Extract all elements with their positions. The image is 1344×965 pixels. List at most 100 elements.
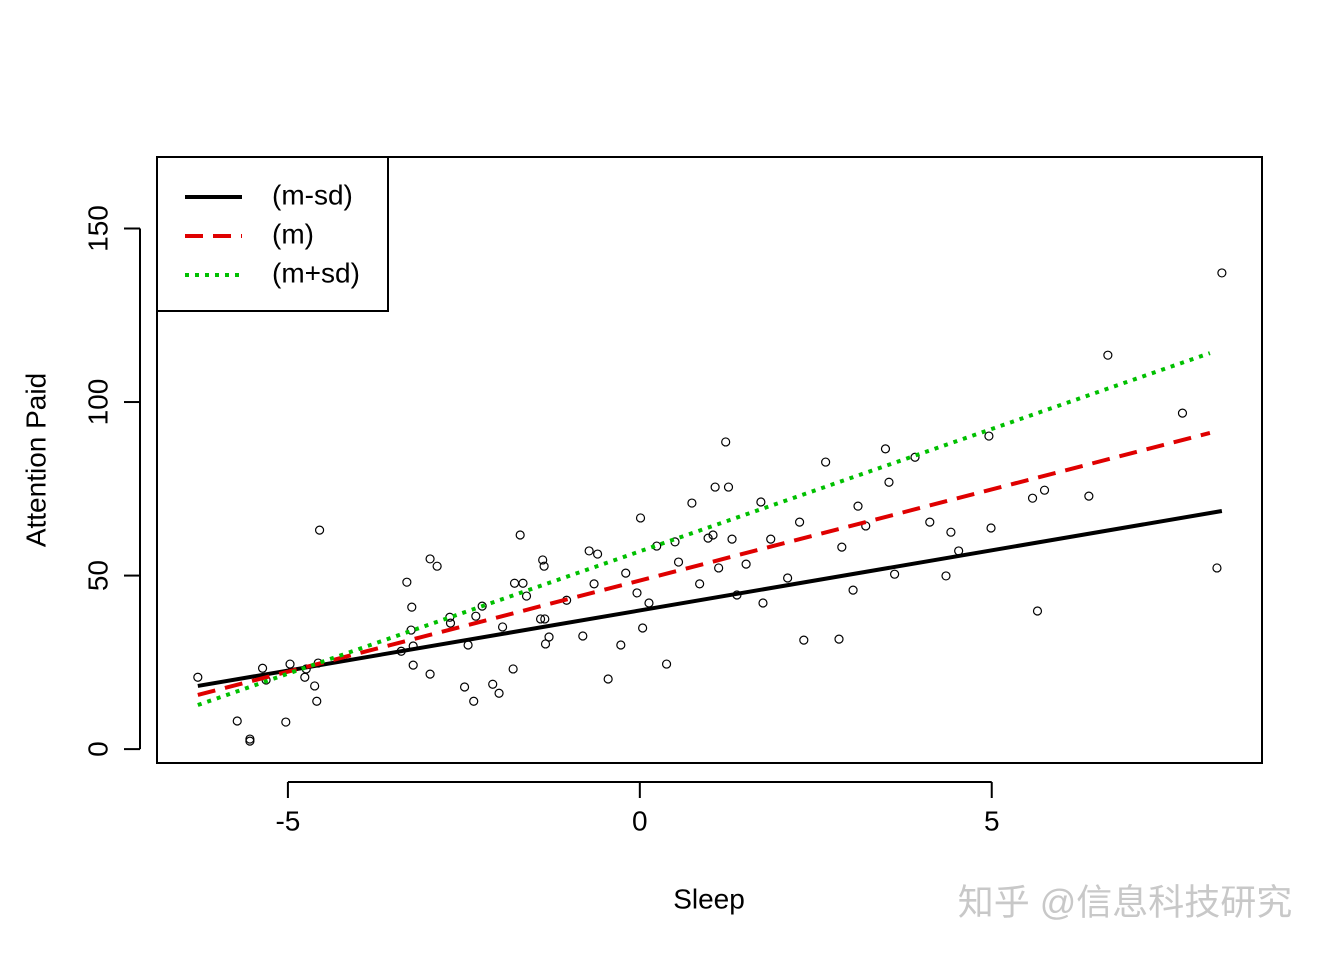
point	[710, 482, 720, 492]
point	[714, 563, 724, 573]
y-tick-label: 100	[82, 379, 113, 426]
point	[673, 557, 684, 567]
point	[488, 679, 498, 689]
point	[477, 601, 487, 611]
point	[578, 631, 588, 641]
y-tick-label: 150	[82, 205, 113, 252]
y-tick-label: 0	[82, 741, 113, 757]
y-axis-title: Attention Paid	[20, 373, 51, 547]
point	[539, 561, 549, 571]
point	[616, 640, 626, 650]
point	[314, 525, 325, 535]
point	[638, 623, 648, 633]
point	[300, 672, 310, 682]
point	[425, 669, 435, 679]
point	[880, 444, 891, 454]
point	[766, 534, 776, 544]
point	[232, 716, 242, 726]
point	[584, 546, 594, 556]
point	[910, 452, 920, 462]
point	[535, 614, 546, 624]
point	[1027, 493, 1038, 503]
point	[432, 561, 442, 571]
point	[721, 437, 731, 447]
point	[402, 577, 412, 587]
x-axis-title: Sleep	[673, 883, 745, 914]
point	[603, 674, 613, 684]
point	[794, 517, 805, 527]
point	[469, 696, 479, 706]
x-tick-label: -5	[275, 805, 300, 836]
point	[1177, 408, 1188, 418]
point	[494, 688, 504, 698]
point	[687, 498, 697, 508]
point	[538, 555, 548, 565]
point	[984, 431, 994, 441]
point	[723, 482, 734, 492]
point	[508, 664, 518, 674]
point	[497, 622, 508, 632]
point	[310, 681, 320, 691]
point	[408, 660, 418, 670]
fit-line	[197, 430, 1211, 697]
point	[285, 659, 295, 669]
point	[632, 588, 642, 598]
point	[1032, 606, 1043, 616]
point	[540, 614, 550, 624]
point	[1039, 485, 1050, 495]
point	[853, 501, 863, 511]
point	[312, 696, 322, 706]
point	[799, 635, 809, 645]
point	[257, 663, 268, 673]
point	[445, 618, 456, 628]
legend-label: (m)	[272, 218, 314, 249]
point	[941, 571, 951, 581]
point	[821, 457, 831, 467]
legend-label: (m+sd)	[272, 257, 360, 288]
point	[621, 568, 631, 578]
legend-label: (m-sd)	[272, 179, 353, 210]
point	[245, 736, 255, 746]
point	[834, 634, 844, 644]
point	[890, 569, 900, 579]
x-tick-label: 5	[984, 805, 1000, 836]
point	[661, 659, 672, 669]
point	[741, 559, 751, 569]
point	[884, 477, 894, 487]
point	[756, 497, 766, 507]
point	[1084, 491, 1094, 501]
x-tick-label: 0	[632, 805, 648, 836]
point	[509, 578, 520, 588]
point	[589, 579, 599, 589]
point	[193, 672, 203, 682]
point	[406, 625, 416, 635]
fit-line	[197, 351, 1211, 707]
y-tick-label: 50	[82, 560, 113, 591]
point	[521, 591, 532, 601]
point	[708, 530, 718, 540]
plot-frame	[156, 156, 1263, 764]
point	[1212, 563, 1222, 573]
point	[758, 598, 768, 608]
point	[635, 513, 646, 523]
point	[703, 533, 713, 543]
point	[518, 578, 528, 588]
point	[783, 573, 793, 583]
point	[1103, 350, 1113, 360]
point	[459, 682, 470, 692]
point	[1217, 268, 1227, 278]
point	[946, 527, 956, 537]
point	[644, 598, 654, 608]
point	[592, 549, 603, 559]
fit-line	[197, 509, 1223, 688]
point	[425, 554, 435, 564]
watermark: 知乎 @信息科技研究	[958, 882, 1293, 923]
point	[695, 579, 705, 589]
point	[544, 632, 554, 642]
point	[407, 602, 417, 612]
point	[986, 523, 996, 533]
point	[515, 530, 525, 540]
point	[281, 717, 291, 727]
point	[471, 611, 481, 621]
